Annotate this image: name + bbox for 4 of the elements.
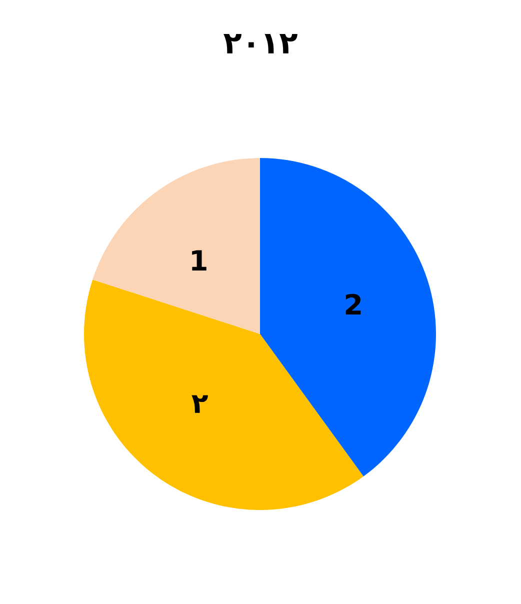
chart-title: ٢٠١٢ xyxy=(224,34,298,54)
data-label: 2 xyxy=(346,294,361,314)
data-label: ٢ xyxy=(192,395,208,413)
data-label: 1 xyxy=(192,250,206,270)
